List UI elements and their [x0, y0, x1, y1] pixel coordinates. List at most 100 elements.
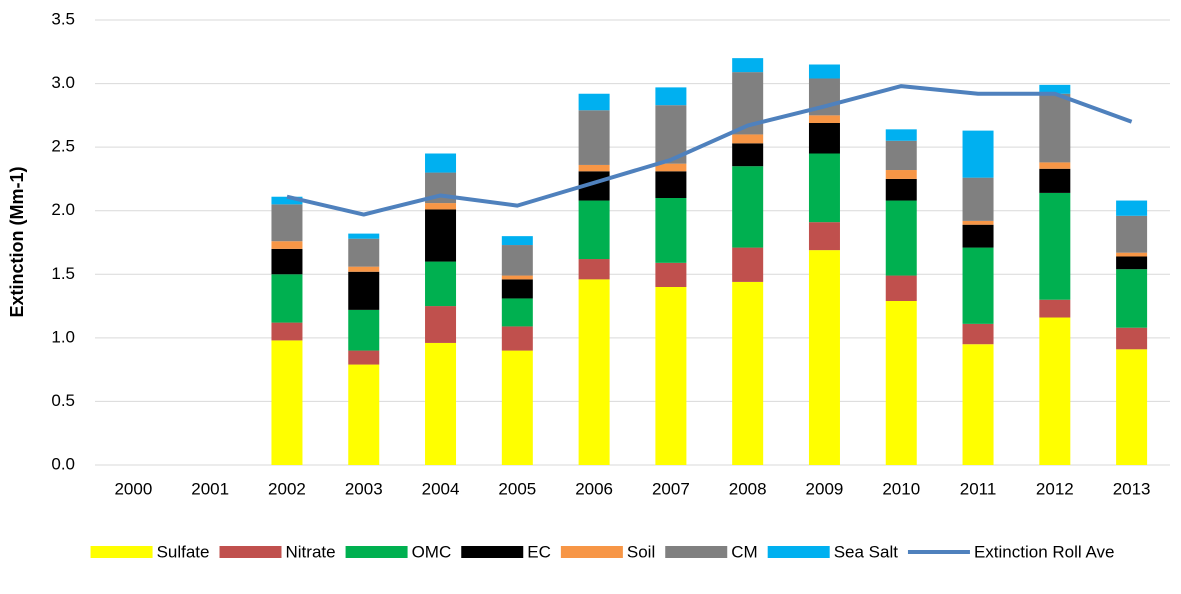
- bar-segment: [655, 87, 687, 106]
- bar-segment: [348, 266, 380, 272]
- bar-segment: [808, 122, 840, 154]
- bar-segment: [962, 344, 994, 465]
- bar-segment: [425, 203, 457, 210]
- bar-segment: [1116, 327, 1148, 350]
- bar-segment: [962, 224, 994, 248]
- bar-segment: [271, 204, 303, 242]
- legend-swatch: [345, 546, 408, 558]
- legend-swatch: [90, 546, 153, 558]
- bar-segment: [1039, 162, 1071, 169]
- x-tick-label: 2005: [498, 479, 536, 498]
- bar-segment: [1116, 256, 1148, 270]
- bar-segment: [348, 350, 380, 365]
- bar-segment: [348, 238, 380, 267]
- bar-segment: [425, 306, 457, 343]
- bar-segment: [962, 220, 994, 225]
- bar-segment: [578, 164, 610, 172]
- bar-segment: [501, 245, 533, 276]
- bar-segment: [1039, 168, 1071, 193]
- bar-segment: [732, 247, 764, 282]
- bar-segment: [578, 200, 610, 260]
- bar-segment: [808, 250, 840, 465]
- bar-segment: [808, 153, 840, 223]
- legend-swatch: [560, 546, 623, 558]
- bar-segment: [962, 177, 994, 221]
- bar-segment: [578, 110, 610, 165]
- bar-segment: [962, 323, 994, 345]
- bar-segment: [501, 275, 533, 280]
- bar-segment: [732, 166, 764, 248]
- bar-segment: [885, 275, 917, 301]
- y-tick-label: 3.0: [51, 73, 75, 92]
- bar-segment: [271, 248, 303, 275]
- y-tick-label: 1.0: [51, 327, 75, 346]
- legend-swatch: [665, 546, 728, 558]
- bar-segment: [808, 222, 840, 251]
- bar-segment: [732, 281, 764, 465]
- y-tick-label: 2.5: [51, 137, 75, 156]
- x-tick-label: 2001: [191, 479, 229, 498]
- bar-segment: [885, 178, 917, 201]
- bar-segment: [425, 261, 457, 307]
- legend-label: Soil: [627, 542, 655, 561]
- legend-label: OMC: [412, 542, 452, 561]
- bar-segment: [578, 93, 610, 111]
- y-tick-label: 2.0: [51, 200, 75, 219]
- bar-segment: [808, 64, 840, 79]
- bar-segment: [655, 171, 687, 198]
- x-tick-label: 2004: [422, 479, 460, 498]
- bar-segment: [271, 274, 303, 323]
- bar-segment: [501, 236, 533, 246]
- legend-label: Extinction Roll Ave: [974, 542, 1114, 561]
- legend-swatch: [219, 546, 282, 558]
- bar-segment: [1039, 317, 1071, 465]
- legend-label: Sulfate: [157, 542, 210, 561]
- y-tick-label: 1.5: [51, 264, 75, 283]
- bar-segment: [1039, 299, 1071, 318]
- legend-label: CM: [731, 542, 757, 561]
- line: [286, 84, 1133, 217]
- bar-segment: [655, 163, 687, 172]
- x-tick-label: 2009: [806, 479, 844, 498]
- bar-segment: [655, 262, 687, 287]
- bar-segment: [1039, 93, 1071, 163]
- bar-segment: [271, 196, 303, 205]
- bar-segment: [808, 115, 840, 123]
- x-tick-label: 2006: [575, 479, 613, 498]
- bar-segment: [1116, 349, 1148, 465]
- x-tick-label: 2013: [1113, 479, 1151, 498]
- bar-segment: [348, 233, 380, 239]
- x-tick-label: 2002: [268, 479, 306, 498]
- bar-segment: [271, 340, 303, 465]
- x-tick-label: 2008: [729, 479, 767, 498]
- bar-segment: [885, 200, 917, 276]
- bar-segment: [501, 279, 533, 299]
- bar-segment: [962, 130, 994, 178]
- bar-segment: [885, 300, 917, 465]
- bar-segment: [501, 298, 533, 327]
- legend-label: EC: [527, 542, 551, 561]
- bar-segment: [885, 129, 917, 141]
- bar-segment: [271, 322, 303, 341]
- bar-segment: [732, 134, 764, 144]
- x-tick-label: 2012: [1036, 479, 1074, 498]
- bar-segment: [1116, 252, 1148, 257]
- bar-segment: [655, 198, 687, 263]
- bar-segment: [885, 170, 917, 179]
- bar-segment: [655, 287, 687, 465]
- bar-segment: [578, 259, 610, 280]
- bar-segment: [578, 279, 610, 465]
- y-tick-label: 3.5: [51, 9, 75, 28]
- bar-segment: [1039, 192, 1071, 300]
- bar-segment: [501, 326, 533, 351]
- bar-segment: [732, 143, 764, 167]
- x-tick-label: 2007: [652, 479, 690, 498]
- bar-segment: [348, 364, 380, 465]
- x-tick-label: 2003: [345, 479, 383, 498]
- bar-segment: [1039, 84, 1071, 94]
- y-tick-label: 0.5: [51, 391, 75, 410]
- bar-segment: [1116, 200, 1148, 216]
- y-axis-title: Extinction (Mm-1): [7, 166, 27, 317]
- bar-segment: [732, 58, 764, 73]
